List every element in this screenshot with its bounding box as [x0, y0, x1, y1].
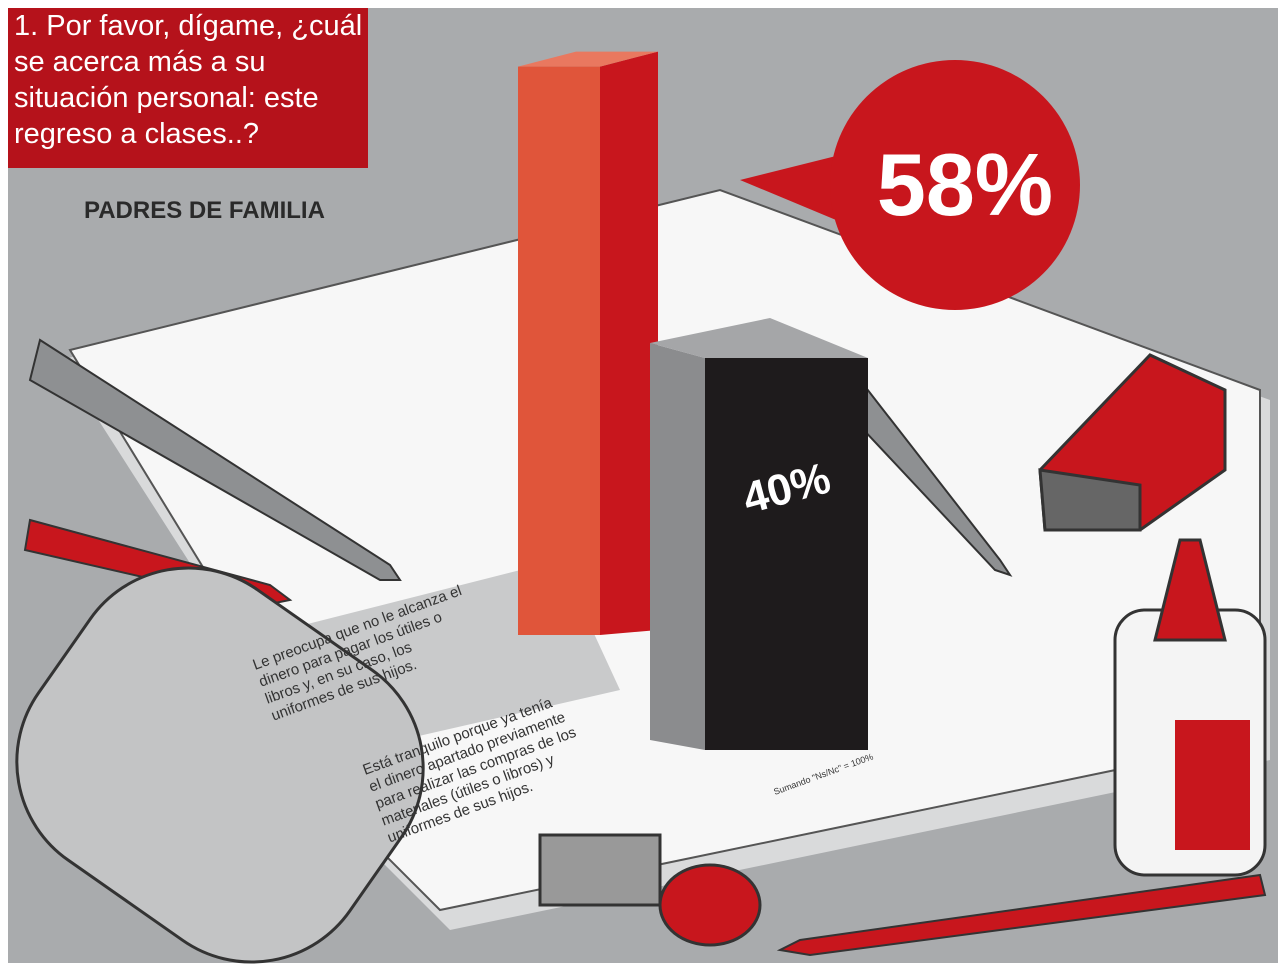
title-box	[8, 8, 368, 168]
callout-pointer	[740, 150, 860, 230]
title-holder: 1. Por favor, dígame, ¿cuál se acerca má…	[14, 10, 363, 150]
pen	[28, 338, 402, 581]
sharpener	[538, 833, 662, 907]
bar-top	[650, 318, 868, 358]
bar	[518, 66, 600, 636]
bar-top	[518, 51, 658, 67]
glue-label	[1175, 720, 1250, 850]
marker-cap	[658, 863, 762, 947]
pencil	[776, 873, 1267, 957]
chart-title: 1. Por favor, dígame, ¿cuál se acerca má…	[14, 10, 363, 150]
bar	[705, 358, 868, 750]
eraser-side	[1038, 468, 1142, 532]
callout	[830, 60, 1080, 310]
value-label: 58%	[877, 135, 1053, 234]
pencil-case	[15, 566, 425, 964]
bar-side	[650, 343, 705, 750]
subtitle: PADRES DE FAMILIA	[84, 197, 325, 224]
bar-side	[600, 51, 658, 636]
glue-cap	[1153, 538, 1227, 642]
